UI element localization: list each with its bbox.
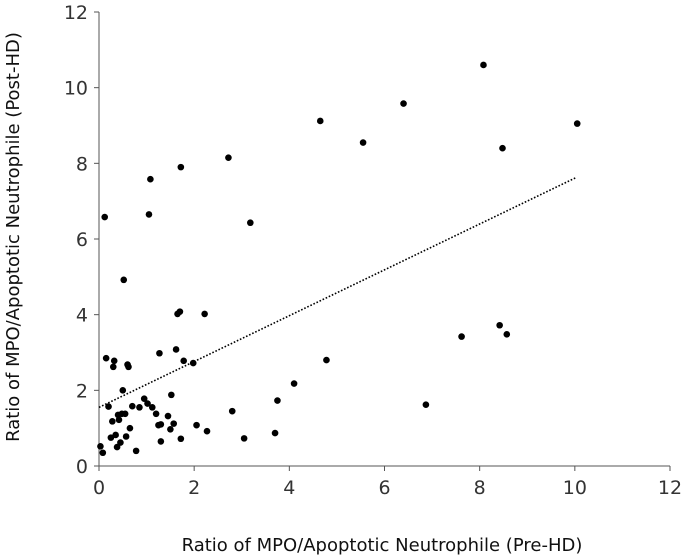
y-tick-label: 10 bbox=[64, 78, 88, 100]
data-point bbox=[400, 100, 407, 107]
data-point bbox=[271, 429, 279, 437]
data-point bbox=[152, 410, 160, 418]
y-tick-label: 0 bbox=[76, 456, 88, 478]
data-point bbox=[148, 404, 156, 411]
data-point bbox=[172, 346, 180, 353]
data-point bbox=[101, 213, 109, 221]
x-tick-label: 2 bbox=[188, 477, 200, 499]
data-point bbox=[573, 120, 581, 127]
data-point bbox=[145, 211, 153, 218]
data-point bbox=[117, 439, 124, 446]
data-point bbox=[496, 321, 503, 329]
data-point bbox=[140, 395, 148, 402]
data-point bbox=[167, 426, 174, 433]
data-point bbox=[144, 400, 151, 407]
data-point bbox=[122, 433, 130, 440]
data-point bbox=[157, 421, 165, 428]
data-point bbox=[126, 424, 134, 432]
data-point bbox=[156, 349, 163, 357]
x-tick-label: 6 bbox=[378, 477, 390, 499]
data-point bbox=[109, 418, 116, 425]
data-point bbox=[119, 387, 127, 394]
x-tick-label: 10 bbox=[563, 477, 587, 499]
data-point bbox=[168, 391, 175, 399]
data-point bbox=[170, 420, 178, 427]
x-tick-label: 8 bbox=[474, 477, 486, 499]
tick-labels: 0 2 4 6 8 10 12 0 2 4 6 8 10 12 bbox=[64, 2, 682, 499]
data-point bbox=[129, 402, 136, 410]
data-point bbox=[240, 435, 248, 442]
data-point bbox=[177, 163, 185, 171]
data-point bbox=[110, 357, 118, 365]
data-point bbox=[164, 412, 172, 420]
data-point bbox=[102, 354, 110, 362]
data-point bbox=[157, 438, 165, 445]
data-point bbox=[480, 61, 487, 69]
data-point bbox=[201, 310, 208, 318]
data-point bbox=[105, 403, 112, 410]
data-point bbox=[274, 397, 281, 404]
axes bbox=[94, 11, 671, 471]
data-point bbox=[290, 380, 298, 387]
data-point bbox=[120, 276, 128, 284]
data-point bbox=[147, 175, 154, 183]
data-point bbox=[97, 443, 104, 450]
y-tick-label: 4 bbox=[76, 305, 88, 327]
y-tick-label: 6 bbox=[76, 229, 88, 251]
x-tick-label: 0 bbox=[93, 477, 105, 499]
data-point bbox=[113, 443, 121, 451]
trendline bbox=[98, 176, 577, 409]
data-points bbox=[97, 61, 581, 457]
y-tick-label: 2 bbox=[76, 380, 88, 402]
data-point bbox=[121, 410, 129, 418]
data-point bbox=[225, 154, 232, 161]
x-tick-label: 12 bbox=[658, 477, 682, 499]
data-point bbox=[132, 447, 140, 455]
data-point bbox=[180, 357, 187, 365]
data-point bbox=[136, 404, 143, 411]
data-point bbox=[109, 363, 117, 371]
x-axis-title: Ratio of MPO/Apoptotic Neutrophile (Pre-… bbox=[182, 535, 583, 556]
data-point bbox=[176, 308, 184, 315]
data-point bbox=[316, 117, 324, 125]
data-point bbox=[228, 407, 236, 415]
trendline-group bbox=[98, 176, 577, 409]
y-tick-label: 12 bbox=[64, 2, 88, 24]
data-point bbox=[499, 144, 506, 152]
y-tick-label: 8 bbox=[76, 153, 88, 175]
data-point bbox=[112, 431, 119, 439]
data-point bbox=[359, 139, 367, 146]
data-point bbox=[115, 416, 123, 424]
data-point bbox=[99, 449, 107, 457]
data-point bbox=[458, 333, 465, 340]
data-point bbox=[203, 427, 211, 435]
data-point bbox=[193, 421, 200, 429]
data-point bbox=[125, 363, 132, 371]
data-point bbox=[323, 356, 330, 364]
data-point bbox=[422, 401, 430, 409]
data-point bbox=[247, 219, 254, 227]
data-point bbox=[177, 435, 185, 443]
y-axis-title: Ratio of MPO/Apoptotic Neutrophile (Post… bbox=[3, 32, 24, 442]
data-point bbox=[503, 331, 511, 338]
x-tick-label: 4 bbox=[283, 477, 295, 499]
data-point bbox=[189, 359, 197, 367]
